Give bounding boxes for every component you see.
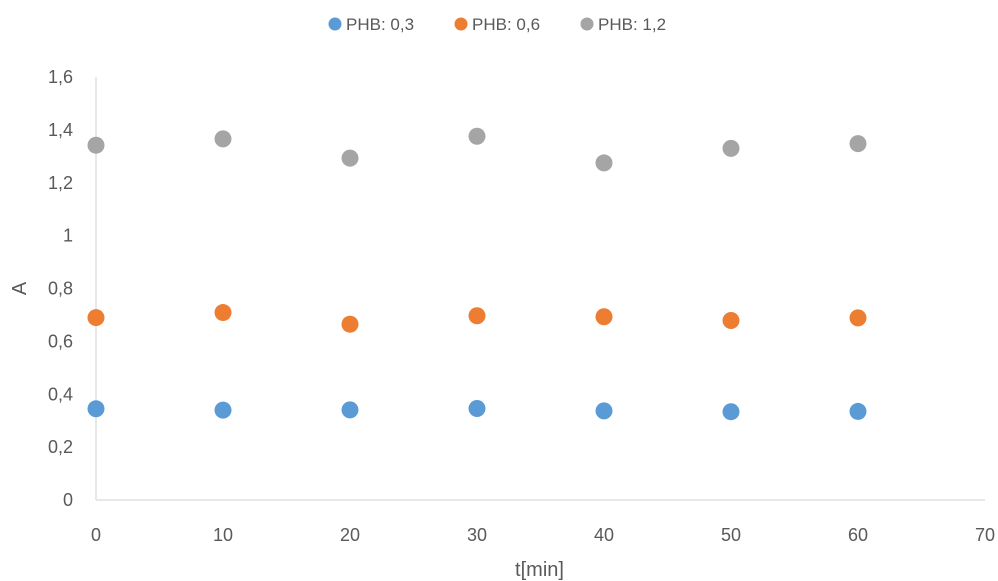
data-point-series-3 [849,135,867,153]
data-point-series-3 [214,130,232,148]
x-tick-label: 40 [594,525,614,545]
x-tick-label: 0 [91,525,101,545]
data-point-series-3 [722,139,740,157]
data-point-series-2 [214,304,232,322]
data-point-series-1 [595,402,613,420]
y-tick-label: 0,2 [48,437,73,457]
y-tick-label: 1 [63,226,73,246]
data-point-series-1 [87,400,105,418]
x-tick-label: 10 [213,525,233,545]
legend-label: PHB: 0,3 [346,15,414,34]
legend-label: PHB: 0,6 [472,15,540,34]
legend-marker [580,17,594,31]
x-tick-label: 30 [467,525,487,545]
y-tick-label: 0 [63,490,73,510]
x-tick-label: 50 [721,525,741,545]
data-point-series-1 [849,402,867,420]
x-tick-label: 20 [340,525,360,545]
data-points [87,127,867,421]
y-tick-label: 0,6 [48,331,73,351]
data-point-series-1 [214,401,232,419]
x-tick-label: 60 [848,525,868,545]
data-point-series-3 [468,127,486,145]
y-tick-label: 1,6 [48,67,73,87]
x-axis-title: t[min] [515,559,564,581]
data-point-series-2 [341,315,359,333]
y-tick-label: 1,4 [48,120,73,140]
legend: PHB: 0,3 PHB: 0,6 PHB: 1,2 [328,15,666,34]
data-point-series-1 [341,401,359,419]
data-point-series-3 [87,136,105,154]
x-tick-labels: 0 10 20 30 40 50 60 70 [91,525,995,545]
y-tick-labels: 0 0,2 0,4 0,6 0,8 1 1,2 1,4 1,6 [48,67,73,510]
data-point-series-3 [595,154,613,172]
y-tick-label: 0,8 [48,279,73,299]
legend-marker [454,17,468,31]
legend-marker [328,17,342,31]
data-point-series-2 [595,308,613,326]
y-tick-label: 1,2 [48,173,73,193]
data-point-series-1 [468,400,486,418]
y-axis-title: A [9,281,31,295]
data-point-series-3 [341,149,359,167]
data-point-series-2 [722,311,740,329]
x-tick-label: 70 [975,525,995,545]
legend-label: PHB: 1,2 [598,15,666,34]
y-tick-label: 0,4 [48,384,73,404]
data-point-series-2 [468,307,486,325]
data-point-series-2 [849,309,867,327]
data-point-series-2 [87,309,105,327]
data-point-series-1 [722,403,740,421]
